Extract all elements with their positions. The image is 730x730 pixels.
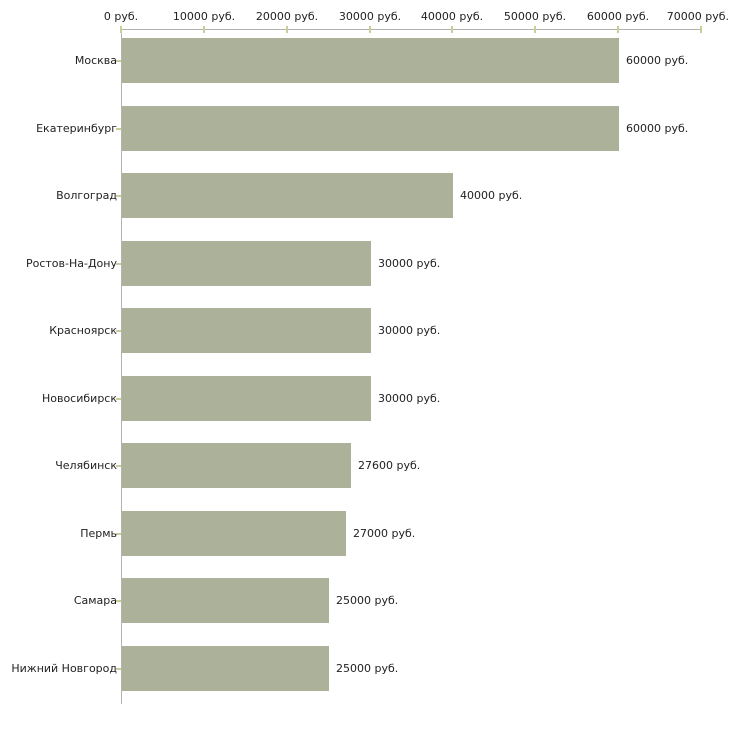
y-axis-tick-mark <box>116 398 121 400</box>
x-axis-tick-mark <box>617 26 619 33</box>
x-axis-tick-label: 40000 руб. <box>420 10 484 23</box>
category-label: Красноярск <box>49 324 117 337</box>
y-axis-tick-mark <box>116 263 121 265</box>
x-axis-tick-label: 50000 руб. <box>503 10 567 23</box>
y-axis-tick-mark <box>116 195 121 197</box>
y-axis-tick-mark <box>116 668 121 670</box>
category-label: Нижний Новгород <box>11 662 117 675</box>
x-axis-tick-mark <box>700 26 702 33</box>
y-axis-tick-mark <box>116 60 121 62</box>
category-label: Екатеринбург <box>36 122 117 135</box>
x-axis-tick-mark <box>451 26 453 33</box>
bar <box>122 106 619 151</box>
y-axis-tick-mark <box>116 533 121 535</box>
x-axis-tick-label: 20000 руб. <box>255 10 319 23</box>
value-label: 60000 руб. <box>626 54 689 67</box>
bar <box>122 511 346 556</box>
value-label: 30000 руб. <box>378 257 441 270</box>
x-axis-tick-label: 60000 руб. <box>586 10 650 23</box>
value-label: 27600 руб. <box>358 459 421 472</box>
bar <box>122 646 329 691</box>
category-label: Волгоград <box>56 189 117 202</box>
y-axis-tick-mark <box>116 128 121 130</box>
category-label: Пермь <box>80 527 117 540</box>
value-label: 27000 руб. <box>353 527 416 540</box>
x-axis-tick-label: 30000 руб. <box>338 10 402 23</box>
y-axis-tick-mark <box>116 600 121 602</box>
value-label: 30000 руб. <box>378 392 441 405</box>
bar <box>122 376 371 421</box>
x-axis-tick-mark <box>203 26 205 33</box>
y-axis-tick-mark <box>116 330 121 332</box>
bar <box>122 38 619 83</box>
value-label: 60000 руб. <box>626 122 689 135</box>
x-axis-tick-mark <box>120 26 122 33</box>
value-label: 25000 руб. <box>336 594 399 607</box>
category-label: Новосибирск <box>41 392 117 405</box>
y-axis-tick-mark <box>116 465 121 467</box>
x-axis-tick-label: 10000 руб. <box>172 10 236 23</box>
category-label: Самара <box>73 594 117 607</box>
category-label: Москва <box>74 54 117 67</box>
value-label: 40000 руб. <box>460 189 523 202</box>
x-axis-tick-label: 70000 руб. <box>666 10 729 23</box>
x-axis-tick-mark <box>286 26 288 33</box>
bar <box>122 241 371 286</box>
x-axis-tick-mark <box>369 26 371 33</box>
x-axis-tick-mark <box>534 26 536 33</box>
bar <box>122 308 371 353</box>
x-axis-line <box>121 29 702 30</box>
value-label: 30000 руб. <box>378 324 441 337</box>
value-label: 25000 руб. <box>336 662 399 675</box>
y-axis-line <box>121 29 122 704</box>
category-label: Ростов-На-Дону <box>25 257 117 270</box>
bar <box>122 578 329 623</box>
bar <box>122 443 351 488</box>
x-axis-tick-label: 0 руб. <box>103 10 139 23</box>
category-label: Челябинск <box>55 459 117 472</box>
bar <box>122 173 453 218</box>
